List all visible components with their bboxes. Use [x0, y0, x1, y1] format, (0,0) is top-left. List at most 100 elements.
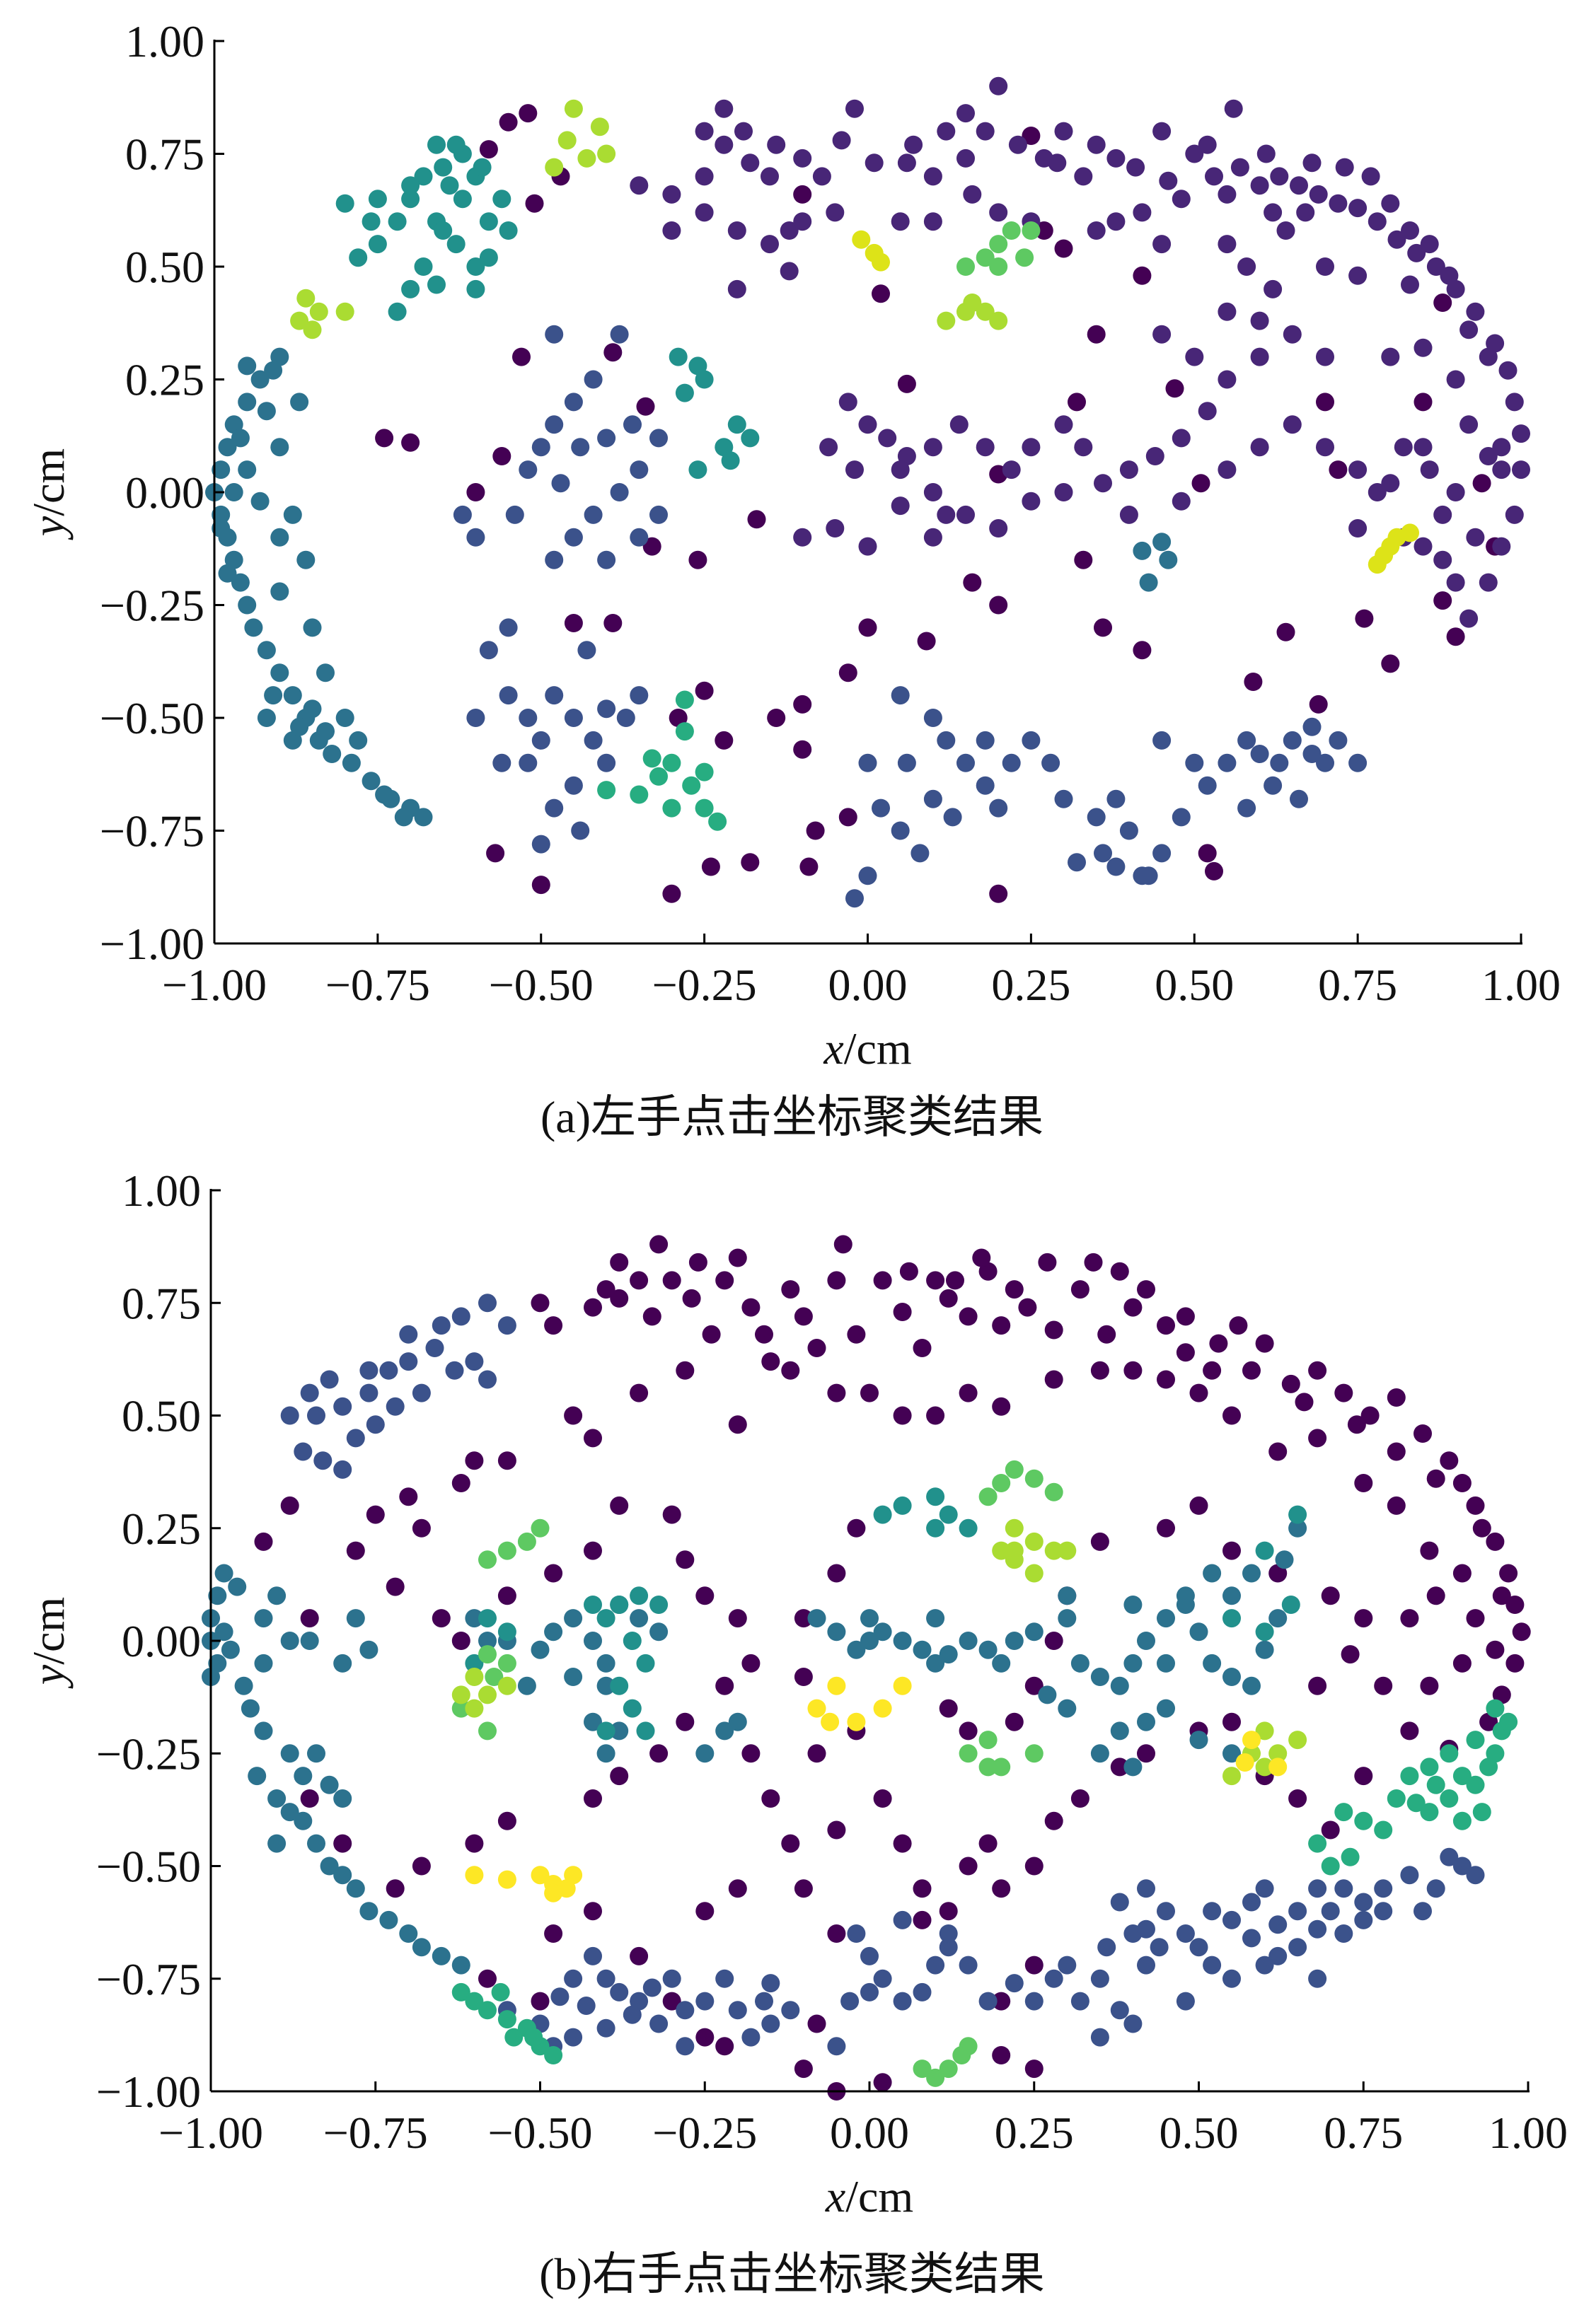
scatter-point — [845, 99, 864, 118]
scatter-point — [727, 279, 746, 298]
scatter-point — [1452, 1811, 1472, 1830]
scatter-point — [545, 550, 564, 569]
scatter-point — [1250, 311, 1269, 330]
scatter-point — [1024, 1676, 1044, 1695]
scatter-point — [926, 1654, 945, 1673]
scatter-point — [1375, 546, 1394, 565]
scatter-point — [414, 257, 433, 276]
scatter-point — [1288, 1505, 1307, 1524]
x-tick-label: −0.50 — [489, 960, 594, 1010]
scatter-point — [1237, 731, 1256, 750]
scatter-point — [248, 1767, 267, 1786]
scatter-point — [584, 1429, 602, 1448]
scatter-point — [294, 1811, 313, 1830]
scatter-point — [597, 550, 616, 569]
scatter-point — [992, 1316, 1011, 1335]
scatter-point — [597, 781, 616, 800]
scatter-point — [485, 1668, 504, 1686]
scatter-point — [1426, 1775, 1445, 1794]
scatter-point — [465, 1352, 484, 1371]
scatter-point — [551, 474, 570, 493]
scatter-point — [852, 230, 871, 249]
scatter-point — [497, 1676, 516, 1695]
scatter-point — [497, 1316, 516, 1335]
scatter-point — [401, 279, 420, 298]
scatter-point — [845, 889, 864, 908]
scatter-point — [642, 1307, 661, 1326]
scatter-point — [250, 492, 270, 511]
scatter-point — [767, 709, 786, 727]
scatter-point — [992, 2046, 1011, 2064]
scatter-point — [1133, 541, 1152, 560]
scatter-point — [610, 1767, 629, 1786]
scatter-point — [1002, 221, 1021, 240]
scatter-point — [1283, 415, 1302, 434]
scatter-point — [630, 1609, 649, 1628]
scatter-point — [1189, 1383, 1208, 1402]
scatter-point — [1058, 1541, 1077, 1560]
scatter-point — [649, 1622, 669, 1642]
scatter-point — [1070, 1992, 1089, 2011]
scatter-point — [478, 1685, 497, 1704]
scatter-point — [1090, 1532, 1109, 1551]
scatter-point — [1205, 167, 1223, 186]
scatter-point — [257, 402, 276, 421]
scatter-point — [1137, 1879, 1155, 1898]
scatter-point — [280, 1744, 299, 1763]
scatter-point — [564, 1668, 583, 1686]
scatter-point — [741, 853, 760, 872]
scatter-point — [675, 690, 694, 709]
scatter-point — [1479, 447, 1498, 465]
scatter-point — [858, 537, 877, 556]
scatter-point — [976, 122, 995, 141]
scatter-point — [1172, 492, 1191, 511]
scatter-point — [596, 1609, 615, 1628]
scatter-point — [250, 370, 270, 389]
scatter-point — [827, 1676, 846, 1695]
scatter-point — [1133, 641, 1152, 660]
scatter-point — [1222, 1586, 1241, 1605]
scatter-point — [630, 528, 649, 547]
scatter-point — [386, 1577, 405, 1596]
scatter-point — [1268, 1564, 1288, 1583]
scatter-point — [451, 1685, 470, 1704]
scatter-point — [531, 731, 550, 750]
scatter-point — [290, 393, 309, 412]
scatter-point — [827, 1383, 846, 1402]
scatter-point — [412, 1383, 431, 1402]
scatter-point — [838, 663, 857, 682]
scatter-point — [238, 460, 257, 480]
scatter-point — [465, 1654, 484, 1673]
x-tick-label: 0.75 — [1318, 960, 1397, 1010]
scatter-point — [597, 699, 616, 719]
scatter-point — [1198, 135, 1217, 154]
scatter-point — [432, 1946, 451, 1965]
scatter-point — [910, 844, 930, 863]
scatter-point — [939, 1645, 958, 1664]
scatter-point — [616, 709, 635, 727]
scatter-point — [610, 325, 629, 344]
scatter-point — [1074, 550, 1093, 569]
scatter-point — [989, 257, 1008, 276]
scatter-point — [1505, 1654, 1525, 1673]
scatter-point — [1222, 1910, 1241, 1929]
scatter-point — [923, 789, 942, 808]
scatter-point — [675, 383, 694, 402]
scatter-point — [1222, 1668, 1241, 1686]
scatter-point — [741, 1744, 761, 1763]
scatter-point — [860, 1609, 879, 1628]
scatter-point — [827, 1564, 846, 1583]
scatter-point — [1152, 325, 1172, 344]
scatter-point — [333, 1460, 352, 1479]
scatter-point — [610, 1676, 629, 1695]
scatter-point — [978, 1757, 998, 1777]
scatter-point — [432, 1316, 451, 1335]
scatter-point — [623, 2005, 642, 2024]
scatter-point — [1440, 1451, 1459, 1470]
scatter-point — [695, 1586, 715, 1605]
scatter-point — [1044, 1320, 1063, 1340]
scatter-point — [636, 397, 655, 416]
scatter-point — [741, 2028, 761, 2047]
scatter-point — [491, 1982, 510, 2001]
scatter-point — [649, 1744, 669, 1763]
